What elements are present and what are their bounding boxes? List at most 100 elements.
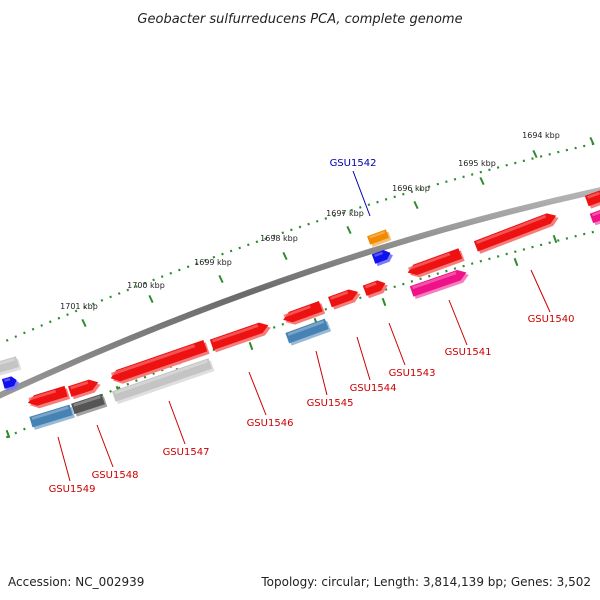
outer-scale-dot [350,208,353,212]
outer-scale-dot [402,192,405,196]
outer-scale-dot [117,292,121,295]
outer-scale-dot [479,170,483,174]
scale-label: 1701 kbp [60,302,98,311]
outer-scale-dot [109,295,112,299]
scale-major-tick [346,225,352,235]
gene-label-gsu1543[interactable]: GSU1543 [389,368,436,379]
outer-scale-dot [66,313,69,317]
gene-feature-gsu1545[interactable] [285,318,332,346]
leader-line [57,436,71,482]
scale-major-tick [81,318,87,328]
outer-scale-dot [427,185,431,188]
outer-scale-dot [341,211,345,215]
inner-major-tick [552,234,558,244]
outer-scale-dot [307,222,310,226]
outer-scale-dot [514,161,517,165]
gene-feature-gsu1542[interactable] [367,229,392,248]
gene-feature[interactable] [0,356,22,377]
gene-label-gsu1549[interactable]: GSU1549 [49,484,96,495]
outer-scale-dot [281,231,285,235]
gene-feature-gsu1541[interactable] [409,267,471,300]
gene-feature[interactable] [26,385,71,411]
outer-scale-dot [57,316,61,320]
outer-scale-dot [272,234,276,238]
gene-label-gsu1548[interactable]: GSU1548 [92,470,139,481]
inner-scale-dot [488,257,491,261]
genome-title: Geobacter sulfurreducens PCA, complete g… [137,12,462,27]
leader-line [315,350,328,396]
outer-scale-dot [548,152,551,156]
inner-scale-dot [410,280,414,283]
outer-scale-dot [496,166,500,169]
gene-feature[interactable] [584,187,600,209]
outer-scale-dot [445,180,448,184]
inner-scale-dot [324,307,328,311]
gene-feature[interactable] [109,340,210,387]
inner-scale-dot [143,375,147,379]
gene-feature-gsu1540[interactable] [473,210,561,254]
gene-feature-gsu1549[interactable] [29,404,76,430]
inner-major-tick [381,297,387,307]
outer-scale-dot [143,281,147,285]
gene-feature[interactable] [406,248,465,281]
outer-scale-dot [453,177,457,181]
scale-major-tick [148,294,154,304]
gene-label-gsu1546[interactable]: GSU1546 [247,418,294,429]
outer-scale-dot [488,168,491,172]
gene-feature[interactable] [371,248,395,267]
gene-label-gsu1541[interactable]: GSU1541 [445,347,492,358]
outer-scale-dot [91,302,95,306]
inner-scale-dot [14,431,18,435]
inner-scale-dot [470,262,474,265]
gene-feature-gsu1543[interactable] [362,278,390,299]
gene-label-gsu1540[interactable]: GSU1540 [528,314,575,325]
accession-text: Accession: NC_002939 [8,575,144,589]
outer-scale-dot [195,262,199,265]
inner-scale-dot [126,382,130,386]
leader-line [448,299,468,346]
scale-label: 1694 kbp [522,131,560,140]
scale-label: 1699 kbp [194,258,232,267]
gene-feature-gsu1547[interactable] [111,358,215,405]
outer-scale-dot [178,268,181,272]
gene-label-gsu1547[interactable]: GSU1547 [163,447,210,458]
inner-scale-dot [531,245,534,249]
outer-scale-dot [539,155,543,158]
inner-major-tick [513,257,519,267]
gene-feature-gsu1548[interactable] [71,393,108,417]
inner-scale-dot [565,237,569,240]
outer-scale-dot [169,271,173,275]
outer-scale-dot [384,198,388,201]
outer-scale-dot [359,206,362,209]
outer-scale-dot [557,150,560,154]
gene-feature[interactable] [68,377,102,400]
outer-scale-dot [574,146,577,150]
gene-feature-gsu1546[interactable] [209,320,273,353]
outer-scale-dot [255,240,259,244]
gene-feature[interactable] [589,208,600,226]
outer-scale-dot [290,228,293,232]
gene-label-gsu1545[interactable]: GSU1545 [307,398,354,409]
leader-line [356,336,371,381]
scale-labels: 1694 kbp 1695 kbp 1696 kbp 1697 kbp 1698 kbp… [60,131,560,311]
genome-summary-text: Topology: circular; Length: 3,814,139 bp… [260,575,591,589]
outer-scale-dot [83,306,87,309]
outer-scale-dot [31,327,35,331]
outer-scale-dot [376,200,379,204]
outer-scale-dot [315,219,319,223]
gene-feature[interactable] [1,375,20,392]
inner-scale-dot [445,269,448,273]
outer-scale-dot [152,278,155,282]
inner-scale-dot [117,386,121,390]
outer-scale-dot [100,299,104,302]
outer-scale-dot [186,265,190,269]
outer-scale-dot [246,243,250,247]
gene-features [0,187,600,430]
gene-feature[interactable] [281,300,326,327]
gene-label-gsu1544[interactable]: GSU1544 [350,383,397,394]
outer-scale-dot [48,320,52,324]
gene-label-gsu1542[interactable]: GSU1542 [330,158,377,169]
gene-feature-gsu1544[interactable] [328,286,362,310]
genome-backbone [0,187,600,399]
inner-scale-dot [522,248,526,251]
